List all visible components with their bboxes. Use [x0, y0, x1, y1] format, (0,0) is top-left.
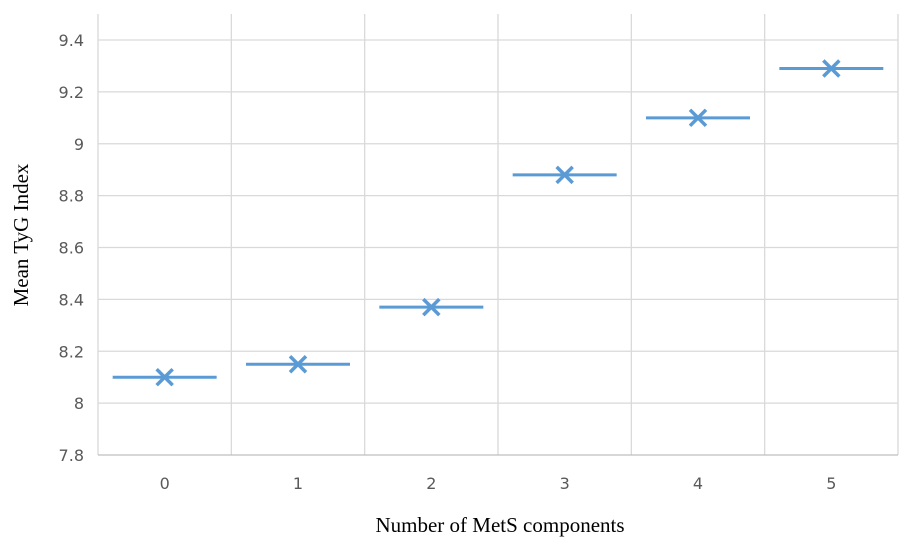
data-point: [246, 354, 350, 374]
data-point: [379, 297, 484, 317]
x-marker-stroke: [422, 297, 441, 317]
data-point: [779, 59, 884, 78]
x-tick-label: 5: [826, 474, 836, 493]
x-tick-label: 2: [426, 474, 436, 493]
x-tick-label: 4: [693, 474, 703, 493]
y-tick-label: 8: [74, 394, 84, 413]
data-point: [112, 367, 217, 387]
x-marker-stroke: [288, 354, 308, 374]
y-tick-label: 9.2: [59, 83, 84, 102]
x-axis-title: Number of MetS components: [375, 513, 624, 537]
y-tick-label: 7.8: [59, 446, 84, 465]
x-tick-label: 1: [293, 474, 303, 493]
data-point: [646, 108, 750, 128]
y-axis-tick-labels: 7.8 8 8.2 8.4 8.6 8.8 9 9.2 9.4: [59, 31, 84, 465]
grid-lines: [97, 14, 899, 455]
y-tick-label: 8.4: [59, 290, 84, 309]
x-marker-stroke: [155, 367, 174, 387]
x-marker-stroke: [822, 59, 841, 78]
x-tick-label: 3: [560, 474, 570, 493]
y-tick-label: 9.4: [59, 31, 84, 50]
x-tick-label: 0: [160, 474, 170, 493]
x-axis-tick-labels: 0 1 2 3 4 5: [160, 474, 837, 493]
y-tick-label: 8.6: [59, 239, 84, 258]
data-marks: [112, 59, 884, 387]
x-marker-stroke: [555, 165, 574, 185]
x-marker-stroke: [688, 108, 708, 128]
y-tick-label: 8.2: [59, 342, 84, 361]
y-tick-label: 8.8: [59, 187, 84, 206]
y-tick-label: 9: [74, 135, 84, 154]
data-point: [512, 165, 617, 185]
y-axis-title: Mean TyG Index: [9, 163, 33, 306]
